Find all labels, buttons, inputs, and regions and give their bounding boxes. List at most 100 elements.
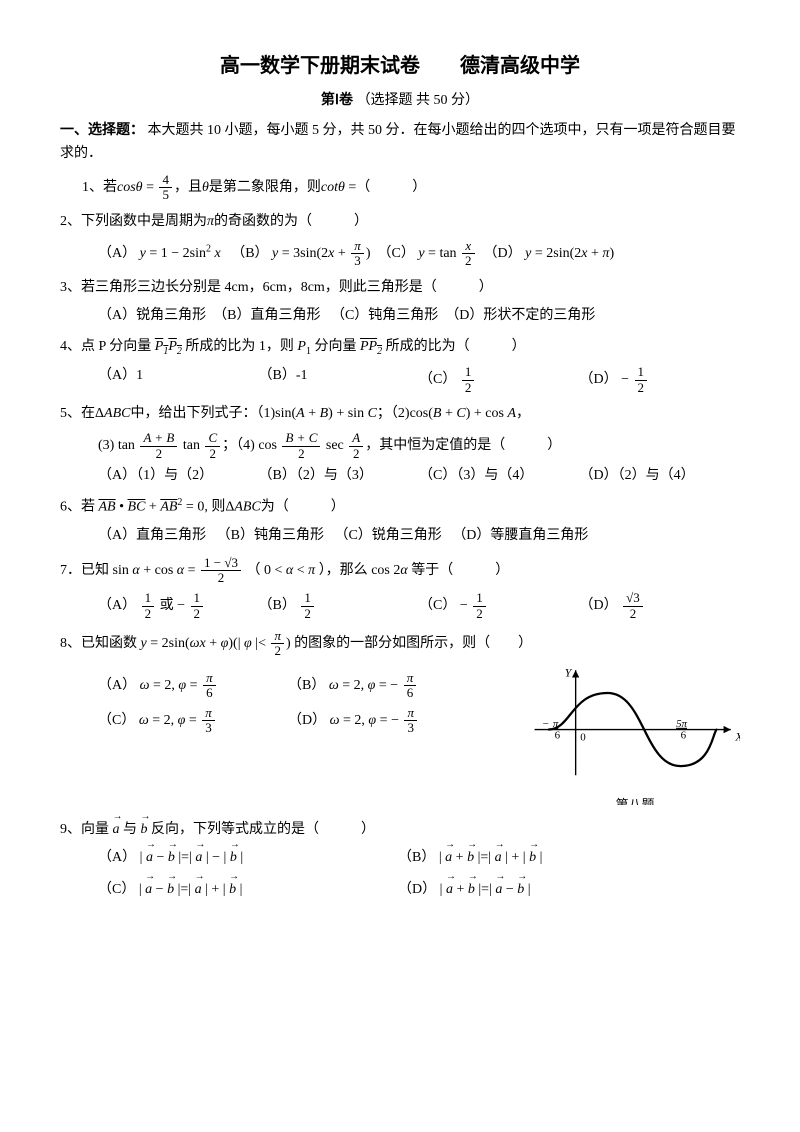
y-axis-label: Y — [565, 665, 573, 679]
q6-opt-c: （C）锐角三角形 — [334, 528, 441, 543]
q7b-label: （B） — [259, 598, 296, 613]
q8-block: X Y 0 − π 6 5π 6 第八题 （A） ω = 2, φ = π6 （… — [60, 665, 740, 805]
q9d-label: （D） — [398, 882, 436, 897]
q8-caption: 第八题 — [530, 795, 740, 805]
q7-b: （ — [247, 563, 261, 578]
q5-4: ；（4) — [222, 438, 255, 453]
q7d-label: （D） — [580, 598, 618, 613]
q1-prefix: 1、若 — [82, 180, 117, 195]
q4-a: 4、点 P 分向量 — [60, 339, 151, 354]
q3-opt-d: （D）形状不定的三角形 — [445, 308, 595, 323]
q2c-label: （C） — [377, 246, 414, 261]
q2a-label: （A） — [98, 246, 136, 261]
q2-opt-d: （D） y = 2sin(2x + π) — [484, 246, 615, 261]
q9a-label: （A） — [98, 850, 136, 865]
q4-b: 所成的比为 1，则 — [185, 339, 294, 354]
q2-opt-c: （C） y = tan x2 — [377, 246, 476, 261]
q5-opt-d: （D）（2）与（4） — [580, 465, 741, 487]
q7a-or: 或 — [160, 598, 174, 613]
q7a-label: （A） — [98, 598, 136, 613]
q5-a: 5、在 — [60, 406, 95, 421]
question-1: 1、若cosθ = 45，且θ是第二象限角，则cotθ =（ ） — [60, 173, 740, 203]
q7-opt-d: （D） √32 — [580, 591, 741, 621]
q1-theta3: θ — [338, 180, 345, 195]
q5-opt-c: （C）（3）与（4） — [419, 465, 580, 487]
q6-c: 为（ ） — [261, 500, 345, 515]
q1-mid2: 是第二象限角，则 — [209, 180, 321, 195]
svg-text:−: − — [542, 717, 549, 729]
q5-d: ， — [516, 406, 530, 421]
q5-b: 中，给出下列式子：（1) — [130, 406, 275, 421]
q1-cot: cot — [321, 180, 338, 195]
question-4: 4、点 P 分向量 P1P2 所成的比为 1，则 P1 分向量 PP2 所成的比… — [60, 336, 740, 360]
tick-left-den: 6 — [555, 729, 561, 741]
q4c-label: （C） — [419, 372, 456, 387]
question-5: 5、在ΔABC中，给出下列式子：（1)sin(A + B) + sin C；（2… — [60, 403, 740, 425]
q8c-label: （C） — [98, 713, 135, 728]
q6-b: 则 — [211, 500, 225, 515]
q6-opt-a: （A）直角三角形 — [98, 528, 206, 543]
q8-graph: X Y 0 − π 6 5π 6 第八题 — [530, 665, 740, 805]
question-8: 8、已知函数 y = 2sin(ωx + φ)(| φ |< π2) 的图象的一… — [60, 629, 740, 659]
q2-end: 的奇函数的为（ ） — [214, 214, 368, 229]
q2b-label: （B） — [231, 246, 268, 261]
q9-opt-a: （A） | a − b |=| a | − | b | — [98, 847, 398, 869]
section-desc: 本大题共 10 小题，每小题 5 分，共 50 分．在每小题给出的四个选项中，只… — [60, 123, 736, 160]
q2-opt-b: （B） y = 3sin(2x + π3) — [231, 246, 370, 261]
q1-theta2: θ — [202, 180, 209, 195]
q8a-label: （A） — [98, 678, 136, 693]
section-header: 一、选择题： 本大题共 10 小题，每小题 5 分，共 50 分．在每小题给出的… — [60, 120, 740, 165]
q8-b: 的图象的一部分如图所示，则（ ） — [294, 636, 532, 651]
q5-c: ；（2) — [377, 406, 410, 421]
q9-a: 9、向量 — [60, 822, 109, 837]
q5-3: (3) — [98, 438, 114, 453]
q1-num: 4 — [159, 173, 172, 188]
q4-opt-a: （A）1 — [98, 365, 259, 395]
q5-end: ，其中恒为定值的是（ ） — [365, 438, 561, 453]
q5-options: （A）（1）与（2） （B）（2）与（3） （C）（3）与（4） （D）（2）与… — [60, 465, 740, 487]
q7-opt-b: （B） 12 — [259, 591, 420, 621]
tick-left-num: π — [553, 717, 559, 729]
q8-opt-a: （A） ω = 2, φ = π6 — [98, 671, 288, 701]
q9-options-row2: （C） | a − b |=| a | + | b | （D） | a + b … — [60, 879, 740, 901]
q1-eq: = — [143, 180, 158, 195]
q4-d: 所成的比为（ ） — [386, 339, 526, 354]
question-6: 6、若 AB • BC + AB2 = 0, 则ΔABC为（ ） — [60, 495, 740, 519]
q8b-label: （B） — [288, 678, 325, 693]
q4-options: （A）1 （B）-1 （C） 12 （D） − 12 — [60, 365, 740, 395]
subtitle: 第Ⅰ卷 （选择题 共 50 分） — [60, 90, 740, 112]
subtitle-paren: （选择题 共 50 分） — [357, 93, 480, 108]
q7-c: ），那么 — [319, 563, 368, 578]
question-3: 3、若三角形三边长分别是 4cm，6cm，8cm，则此三角形是（ ） — [60, 277, 740, 299]
q7c-label: （C） — [419, 598, 456, 613]
q3-opt-c: （C）钝角三角形 — [331, 308, 438, 323]
q2d-label: （D） — [484, 246, 522, 261]
q6-a: 6、若 — [60, 500, 95, 515]
q1-frac: 45 — [159, 173, 172, 203]
q4-c: 分向量 — [314, 339, 356, 354]
q5-opt-a: （A）（1）与（2） — [98, 465, 259, 487]
q2-text: 2、下列函数中是周期为 — [60, 214, 207, 229]
q1-end: =（ ） — [345, 180, 426, 195]
q3-options: （A）锐角三角形 （B）直角三角形 （C）钝角三角形 （D）形状不定的三角形 — [60, 305, 740, 327]
subtitle-prefix: 第Ⅰ卷 — [321, 93, 353, 108]
q7-opt-a: （A） 12 或 − 12 — [98, 591, 259, 621]
q1-mid: ，且 — [174, 180, 202, 195]
q2-pi: π — [207, 214, 214, 229]
question-9: 9、向量 a 与 b 反向，下列等式成立的是（ ） — [60, 813, 740, 841]
q3-opt-a: （A）锐角三角形 — [98, 308, 206, 323]
question-7: 7．已知 sin α + cos α = 1 − √32 （ 0 < α < π… — [60, 556, 740, 586]
q5-line2: (3) tan A + B2 tan C2；（4) cos B + C2 sec… — [60, 431, 740, 461]
q2-options: （A） y = 1 − 2sin2 x （B） y = 3sin(2x + π3… — [60, 239, 740, 269]
origin-label: 0 — [580, 731, 586, 743]
q7-d: 等于（ ） — [411, 563, 509, 578]
q7-options: （A） 12 或 − 12 （B） 12 （C） − 12 （D） √32 — [60, 591, 740, 621]
q1-den: 5 — [159, 188, 172, 202]
q4-opt-d: （D） − 12 — [580, 365, 741, 395]
q9c-label: （C） — [98, 882, 135, 897]
q9b-label: （B） — [398, 850, 435, 865]
q9-options-row1: （A） | a − b |=| a | − | b | （B） | a + b … — [60, 847, 740, 869]
q4-opt-c: （C） 12 — [419, 365, 580, 395]
q1-cos: cos — [117, 180, 136, 195]
q8-a: 8、已知函数 — [60, 636, 137, 651]
